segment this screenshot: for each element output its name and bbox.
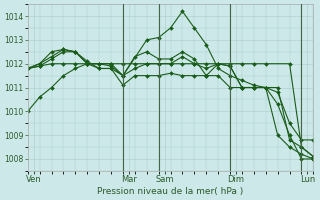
- X-axis label: Pression niveau de la mer( hPa ): Pression niveau de la mer( hPa ): [97, 187, 244, 196]
